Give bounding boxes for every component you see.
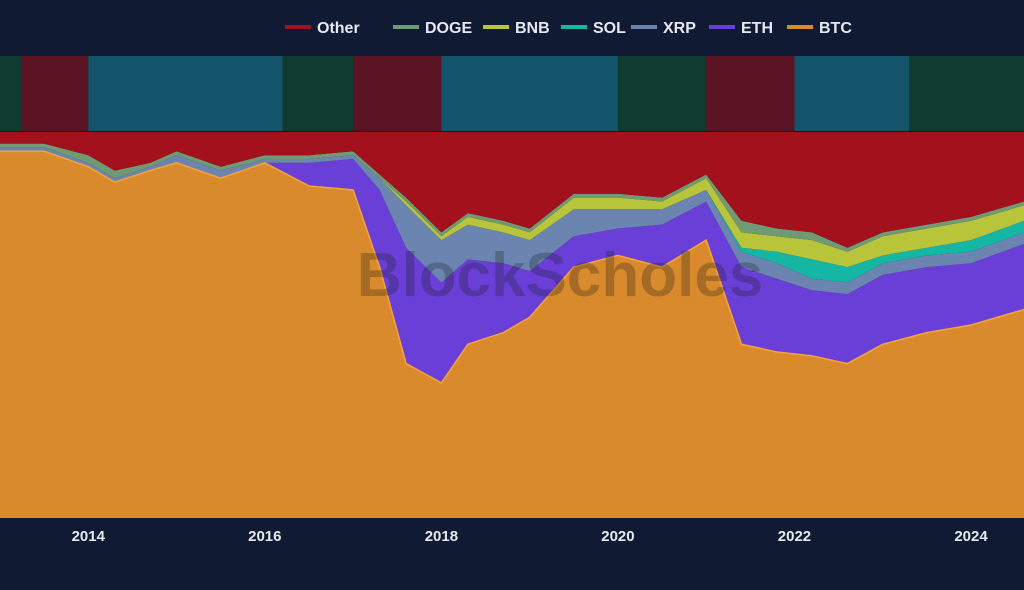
legend-item-sol[interactable]: SOL xyxy=(561,20,626,37)
band-segment-1 xyxy=(22,56,89,131)
area-eth xyxy=(0,151,1024,383)
legend: Other DOGE BNB SOL XRP ETH BTC xyxy=(285,20,852,37)
band-segment-7 xyxy=(706,56,795,131)
band-segment-5 xyxy=(441,56,618,131)
legend-item-doge[interactable]: DOGE xyxy=(393,20,472,37)
legend-label-eth: ETH xyxy=(741,20,773,37)
area-btc xyxy=(0,151,1024,519)
legend-label-sol: SOL xyxy=(593,20,626,37)
legend-item-eth[interactable]: ETH xyxy=(709,20,773,37)
plot-area xyxy=(0,132,1024,519)
x-tick-label-2016: 2016 xyxy=(248,528,281,545)
x-tick-label-2022: 2022 xyxy=(778,528,811,545)
legend-item-bnb[interactable]: BNB xyxy=(483,20,550,37)
x-axis: 2014 2016 2018 2020 2022 2024 xyxy=(72,528,989,545)
top-band-row xyxy=(0,56,1024,131)
band-segment-0 xyxy=(0,56,23,131)
band-segment-4 xyxy=(353,56,442,131)
area-xrp xyxy=(0,147,1024,295)
legend-item-xrp[interactable]: XRP xyxy=(631,20,696,37)
legend-label-doge: DOGE xyxy=(425,20,472,37)
legend-label-other: Other xyxy=(317,20,360,37)
btc-edge-line xyxy=(0,150,1024,384)
band-segment-6 xyxy=(617,56,707,131)
band-segment-2 xyxy=(88,56,283,131)
x-tick-label-2020: 2020 xyxy=(601,528,634,545)
area-bnb xyxy=(0,147,1024,268)
band-segment-3 xyxy=(282,56,354,131)
x-tick-label-2024: 2024 xyxy=(954,528,988,545)
x-tick-label-2018: 2018 xyxy=(425,528,458,545)
legend-item-btc[interactable]: BTC xyxy=(787,20,852,37)
legend-item-other[interactable]: Other xyxy=(285,20,360,37)
legend-label-bnb: BNB xyxy=(515,20,550,37)
legend-label-xrp: XRP xyxy=(663,20,696,37)
legend-label-btc: BTC xyxy=(819,20,852,37)
x-tick-label-2014: 2014 xyxy=(72,528,106,545)
band-segment-8 xyxy=(794,56,910,131)
band-segment-9 xyxy=(909,56,1024,131)
watermark: BlockScholes xyxy=(357,241,764,310)
area-other xyxy=(0,132,1024,248)
